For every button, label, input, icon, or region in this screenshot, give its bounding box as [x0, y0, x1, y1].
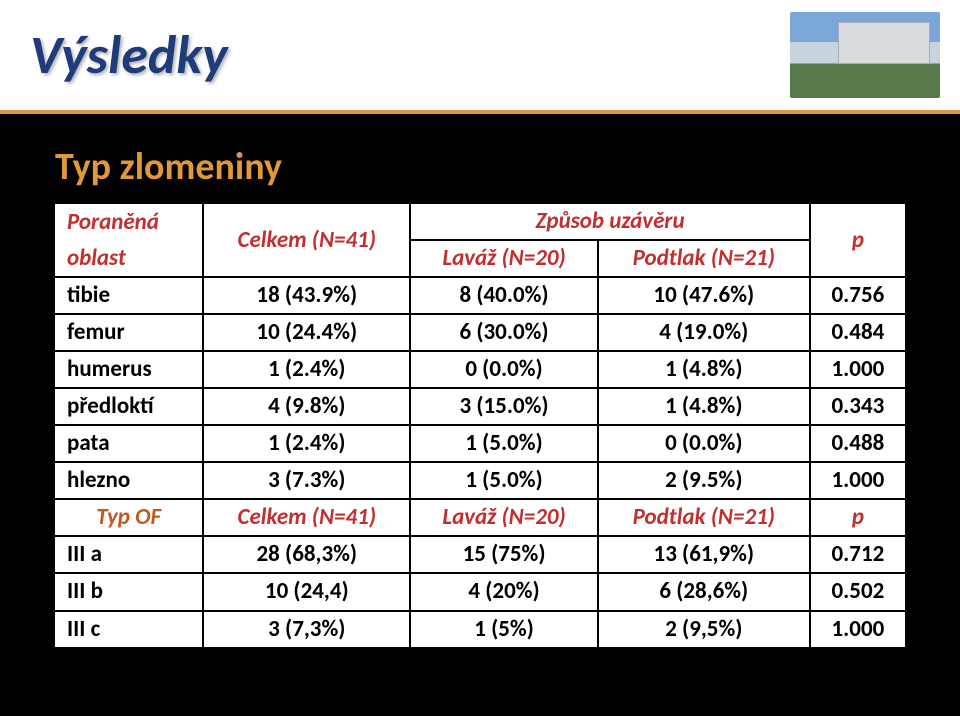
row-total: 28 (68,3%): [203, 536, 410, 573]
row-lavaz: 6 (30.0%): [410, 314, 598, 351]
row-label: III b: [55, 573, 203, 610]
tableB-col-total: Celkem (N=41): [203, 499, 410, 536]
row-p: 1.000: [810, 611, 905, 647]
row-lavaz: 0 (0.0%): [410, 351, 598, 388]
data-table: Poraněná Celkem (N=41) Způsob uzávěru p …: [55, 204, 905, 647]
table-row: tibie 18 (43.9%) 8 (40.0%) 10 (47.6%) 0.…: [55, 277, 905, 314]
tableA-col-lavaz: Laváž (N=20): [410, 240, 598, 277]
slide-content: Typ zlomeniny Poraněná Celkem (N=41) Způ…: [0, 114, 960, 647]
row-label: III a: [55, 536, 203, 573]
row-lavaz: 4 (20%): [410, 573, 598, 610]
row-total: 3 (7.3%): [203, 462, 410, 499]
page-title: Výsledky: [30, 22, 228, 88]
row-podtlak: 0 (0.0%): [598, 425, 810, 462]
row-p: 0.484: [810, 314, 905, 351]
table-row: femur 10 (24.4%) 6 (30.0%) 4 (19.0%) 0.4…: [55, 314, 905, 351]
row-total: 18 (43.9%): [203, 277, 410, 314]
table-row: předloktí 4 (9.8%) 3 (15.0%) 1 (4.8%) 0.…: [55, 388, 905, 425]
row-p: 0.343: [810, 388, 905, 425]
row-lavaz: 8 (40.0%): [410, 277, 598, 314]
tableB-col-type: Typ OF: [55, 499, 203, 536]
tableA-corner-line1: Poraněná: [55, 204, 203, 240]
table-row: pata 1 (2.4%) 1 (5.0%) 0 (0.0%) 0.488: [55, 425, 905, 462]
row-label: humerus: [55, 351, 203, 388]
row-podtlak: 2 (9,5%): [598, 611, 810, 647]
table-row: III c 3 (7,3%) 1 (5%) 2 (9,5%) 1.000: [55, 611, 905, 647]
row-podtlak: 6 (28,6%): [598, 573, 810, 610]
slide-header: Výsledky: [0, 0, 960, 110]
row-p: 1.000: [810, 462, 905, 499]
row-label: předloktí: [55, 388, 203, 425]
row-p: 0.756: [810, 277, 905, 314]
row-p: 0.502: [810, 573, 905, 610]
row-lavaz: 1 (5.0%): [410, 462, 598, 499]
row-total: 10 (24.4%): [203, 314, 410, 351]
section-subtitle: Typ zlomeniny: [55, 144, 905, 190]
row-podtlak: 2 (9.5%): [598, 462, 810, 499]
row-total: 10 (24,4): [203, 573, 410, 610]
tableB-col-podtlak: Podtlak (N=21): [598, 499, 810, 536]
table-row: III b 10 (24,4) 4 (20%) 6 (28,6%) 0.502: [55, 573, 905, 610]
row-lavaz: 3 (15.0%): [410, 388, 598, 425]
row-lavaz: 15 (75%): [410, 536, 598, 573]
row-lavaz: 1 (5.0%): [410, 425, 598, 462]
row-podtlak: 4 (19.0%): [598, 314, 810, 351]
row-label: tibie: [55, 277, 203, 314]
tableB-col-lavaz: Laváž (N=20): [410, 499, 598, 536]
row-total: 1 (2.4%): [203, 351, 410, 388]
row-p: 0.488: [810, 425, 905, 462]
row-label: femur: [55, 314, 203, 351]
row-podtlak: 10 (47.6%): [598, 277, 810, 314]
row-p: 0.712: [810, 536, 905, 573]
tableA-col-total: Celkem (N=41): [203, 204, 410, 277]
row-label: III c: [55, 611, 203, 647]
tableA-span-header: Způsob uzávěru: [410, 204, 810, 240]
table-row: humerus 1 (2.4%) 0 (0.0%) 1 (4.8%) 1.000: [55, 351, 905, 388]
table-row: III a 28 (68,3%) 15 (75%) 13 (61,9%) 0.7…: [55, 536, 905, 573]
row-podtlak: 13 (61,9%): [598, 536, 810, 573]
tableA-col-p: p: [810, 204, 905, 277]
tableA-col-podtlak: Podtlak (N=21): [598, 240, 810, 277]
tableB-col-p: p: [810, 499, 905, 536]
row-podtlak: 1 (4.8%): [598, 351, 810, 388]
table-row: hlezno 3 (7.3%) 1 (5.0%) 2 (9.5%) 1.000: [55, 462, 905, 499]
row-podtlak: 1 (4.8%): [598, 388, 810, 425]
row-total: 4 (9.8%): [203, 388, 410, 425]
row-lavaz: 1 (5%): [410, 611, 598, 647]
header-photo: [790, 12, 940, 98]
row-label: hlezno: [55, 462, 203, 499]
row-total: 3 (7,3%): [203, 611, 410, 647]
row-total: 1 (2.4%): [203, 425, 410, 462]
tableA-corner-line2: oblast: [55, 240, 203, 277]
row-label: pata: [55, 425, 203, 462]
row-p: 1.000: [810, 351, 905, 388]
